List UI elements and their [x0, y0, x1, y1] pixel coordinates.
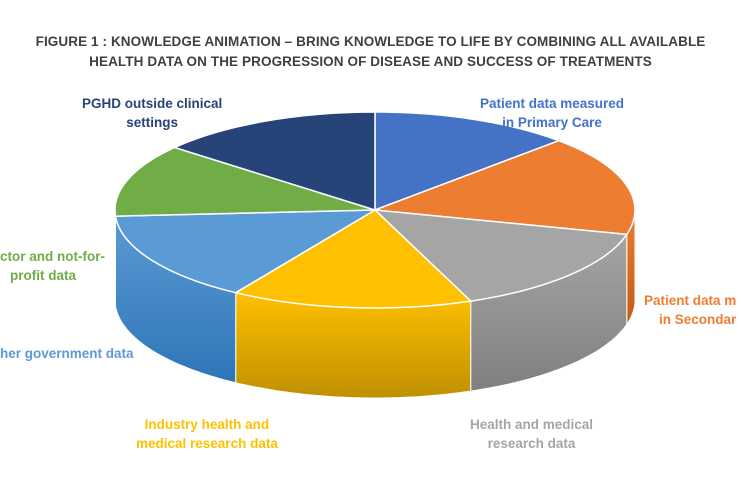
slice-secondary-care	[374, 139, 636, 236]
slice-primary-care	[374, 111, 561, 212]
chart-title-line-1: FIGURE 1 : KNOWLEDGE ANIMATION – BRING K…	[35, 34, 706, 49]
slice-not-for-profit	[114, 146, 376, 217]
slice-label-secondary-care: Patient data m in Secondar	[644, 293, 737, 327]
slice-government	[114, 209, 378, 294]
slice-industry	[233, 209, 473, 309]
slice-side-industry	[235, 292, 472, 399]
slice-label-health-research: Health and medical research data	[470, 417, 594, 451]
slice-label-industry: Industry health and medical research dat…	[136, 417, 278, 451]
chart-title-line-2: HEALTH DATA ON THE PROGRESSION OF DISEAS…	[89, 54, 652, 69]
slice-pghd	[172, 111, 376, 212]
slice-label-primary-care: Patient data measured in Primary Care	[480, 96, 625, 130]
chart-title: FIGURE 1 : KNOWLEDGE ANIMATION – BRING K…	[0, 32, 741, 72]
slice-label-pghd: PGHD outside clinical settings	[82, 96, 223, 130]
slice-health-research	[372, 209, 629, 302]
slice-label-not-for-profit: ctor and not-for- profit data	[0, 249, 105, 283]
slice-label-government: her government data	[0, 346, 134, 361]
slice-side-not-for-profit	[114, 210, 116, 307]
pie-top	[114, 111, 636, 309]
